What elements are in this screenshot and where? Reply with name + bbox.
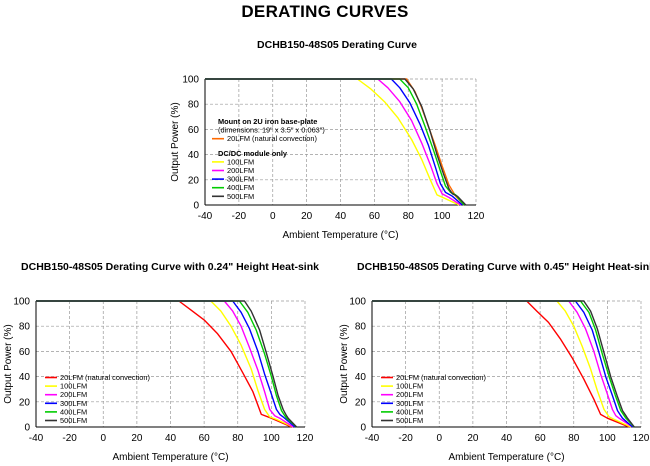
y-tick-label: 20 [19, 397, 31, 408]
chart-3: DCHB150-48S05 Derating Curve with 0.45" … [339, 261, 650, 463]
legend-entry: 300LFM [396, 399, 423, 408]
series-line-500lfm [205, 78, 467, 206]
x-tick-label: 40 [335, 211, 347, 222]
series-line-100lfm [205, 78, 460, 206]
series-line-20lfm-natural-convection [372, 300, 630, 428]
series-line-400lfm [372, 300, 635, 428]
y-axis-label: Output Power (%) [170, 102, 181, 181]
y-tick-label: 80 [19, 322, 31, 333]
x-tick-label: 20 [131, 433, 143, 444]
x-tick-label: 120 [468, 211, 485, 222]
x-tick-label: -40 [365, 433, 380, 444]
x-tick-label: -40 [29, 433, 44, 444]
series-line-200lfm [372, 300, 633, 428]
y-tick-label: 40 [188, 150, 200, 161]
legend-entry: 100LFM [396, 382, 423, 391]
series-line-500lfm [372, 300, 635, 428]
legend-entry: 300LFM [227, 175, 254, 184]
x-tick-label: 80 [403, 211, 415, 222]
x-tick-label: 60 [369, 211, 381, 222]
y-tick-label: 80 [355, 322, 367, 333]
series-line-300lfm [372, 300, 634, 428]
x-tick-label: 100 [599, 433, 616, 444]
x-tick-label: 0 [100, 433, 106, 444]
legend-entry: 100LFM [227, 157, 254, 166]
x-tick-label: 80 [232, 433, 244, 444]
y-tick-label: 40 [355, 372, 367, 383]
chart-1: DCHB150-48S05 Derating Curve -40 -20 0 20 40 6… [170, 39, 485, 241]
chart-2: DCHB150-48S05 Derating Curve with 0.24" … [3, 261, 319, 463]
x-tick-label: 0 [436, 433, 442, 444]
y-tick-label: 0 [360, 423, 366, 434]
legend-entry: 200LFM [60, 390, 87, 399]
series-line-300lfm [36, 300, 296, 428]
x-tick-label: 100 [434, 211, 451, 222]
x-tick-label: 0 [270, 211, 276, 222]
x-tick-label: 20 [301, 211, 313, 222]
y-tick-label: 60 [355, 347, 367, 358]
x-tick-label: 20 [467, 433, 479, 444]
x-tick-label: 40 [165, 433, 177, 444]
legend-entry: 20LFM (natural convection) [227, 134, 317, 143]
x-tick-label: 120 [297, 433, 314, 444]
legend-entry: 500LFM [60, 416, 87, 425]
x-tick-label: -40 [198, 211, 213, 222]
y-tick-label: 100 [182, 75, 199, 86]
legend-heading: Mount on 2U iron base-plate [218, 117, 317, 126]
legend-entry: 400LFM [396, 407, 423, 416]
series-line-400lfm [36, 300, 298, 428]
legend-entry: 500LFM [227, 192, 254, 201]
y-tick-label: 100 [13, 297, 30, 308]
series-line-300lfm [205, 78, 463, 206]
page-title: DERATING CURVES [241, 2, 409, 21]
x-tick-label: -20 [232, 211, 247, 222]
x-tick-label: 60 [535, 433, 547, 444]
legend-entry: 400LFM [227, 183, 254, 192]
series-line-100lfm [36, 300, 294, 428]
y-axis-label: Output Power (%) [3, 324, 14, 403]
legend-entry: 200LFM [227, 166, 254, 175]
legend-entry: 400LFM [60, 407, 87, 416]
y-tick-label: 100 [349, 297, 366, 308]
x-tick-label: 60 [199, 433, 211, 444]
legend-heading: DC/DC module only [218, 149, 288, 158]
legend-entry: 500LFM [396, 416, 423, 425]
x-tick-label: 120 [633, 433, 650, 444]
x-axis-label: Ambient Temperature (°C) [448, 452, 564, 463]
legend-entry: 20LFM (natural convection) [60, 373, 150, 382]
y-tick-label: 20 [355, 397, 367, 408]
series-line-20lfm-natural-convection [36, 300, 292, 428]
y-tick-label: 60 [19, 347, 31, 358]
chart-title: DCHB150-48S05 Derating Curve with 0.45" … [357, 261, 650, 273]
chart-title: DCHB150-48S05 Derating Curve [257, 39, 417, 51]
y-tick-label: 0 [24, 423, 30, 434]
legend-entry: 300LFM [60, 399, 87, 408]
legend-entry: 20LFM (natural convection) [396, 373, 486, 382]
y-tick-label: 40 [19, 372, 31, 383]
series-line-500lfm [36, 300, 298, 428]
legend-subheading: (dimensions: 19" x 3.5" x 0.063") [218, 126, 325, 135]
x-tick-label: 80 [568, 433, 580, 444]
y-tick-label: 80 [188, 100, 200, 111]
y-tick-label: 20 [188, 175, 200, 186]
x-tick-label: 40 [501, 433, 513, 444]
x-axis-label: Ambient Temperature (°C) [112, 452, 228, 463]
x-tick-label: -20 [398, 433, 413, 444]
chart-title: DCHB150-48S05 Derating Curve with 0.24" … [21, 261, 319, 273]
legend-entry: 200LFM [396, 390, 423, 399]
legend-entry: 100LFM [60, 382, 87, 391]
y-tick-label: 0 [193, 201, 199, 212]
series-line-200lfm [205, 78, 462, 206]
series-line-100lfm [372, 300, 632, 428]
y-tick-label: 60 [188, 125, 200, 136]
x-tick-label: 100 [263, 433, 280, 444]
x-tick-label: -20 [62, 433, 77, 444]
series-line-200lfm [36, 300, 294, 428]
x-axis-label: Ambient Temperature (°C) [282, 230, 398, 241]
y-axis-label: Output Power (%) [339, 324, 350, 403]
